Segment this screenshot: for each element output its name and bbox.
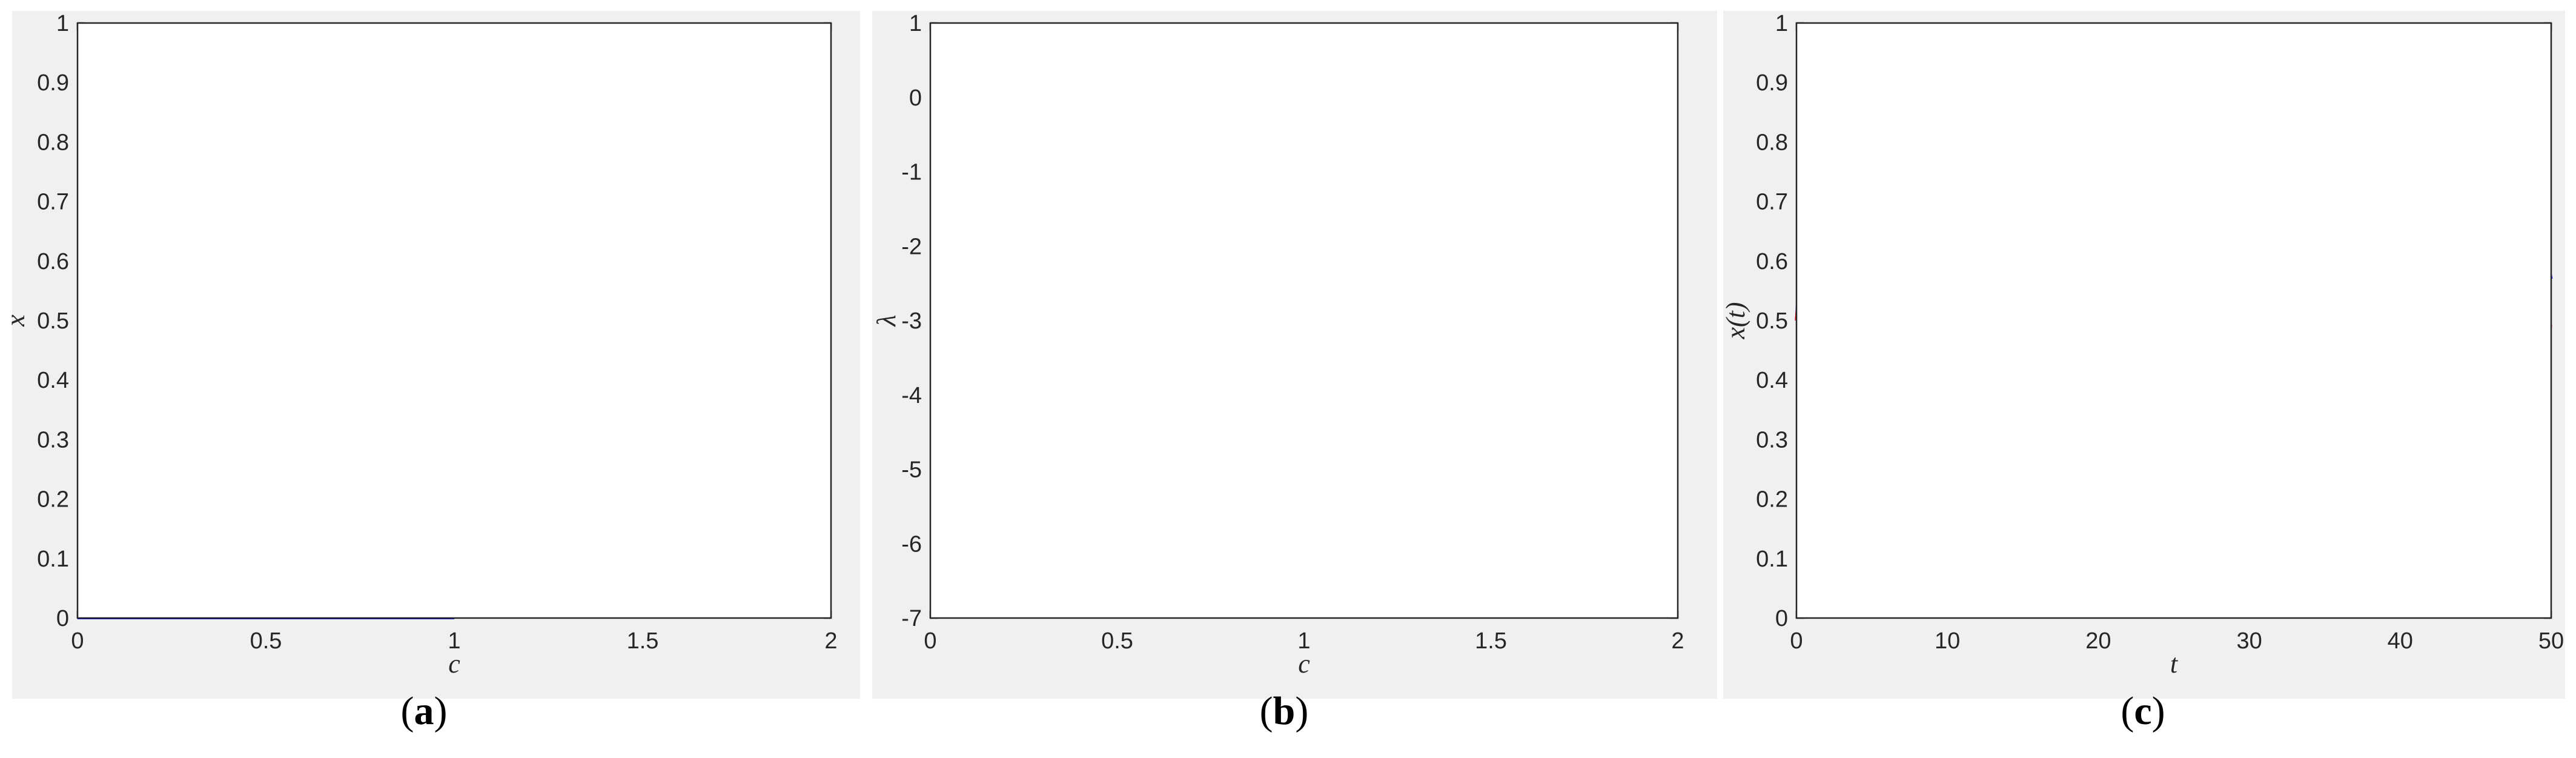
y-tick-label: 0.9 [37, 70, 69, 96]
y-tick-label: 0 [56, 606, 69, 631]
panel-caption: (c) [2121, 689, 2165, 733]
y-tick-label: 0.3 [1756, 427, 1788, 453]
y-tick-label: 0.6 [1756, 249, 1788, 274]
y-tick-label: 0.4 [37, 368, 69, 393]
panel-a: 0 0.5 1 1.5 200.10.20.30.40.50.60.70.80.91cx… [1, 11, 860, 733]
x-axis-label: t [2170, 649, 2179, 679]
y-tick-label: 0.9 [1756, 70, 1788, 96]
x-tick-label: 10 [1935, 628, 1960, 654]
y-tick-label: 0.8 [1756, 130, 1788, 155]
y-tick-label: -6 [901, 531, 922, 557]
caption-part: b [1273, 689, 1296, 733]
x-tick-label: 2 [824, 628, 837, 654]
caption-part: a [414, 689, 434, 733]
caption-part: ) [434, 689, 448, 733]
y-tick-label: 0.6 [37, 249, 69, 274]
y-axis-label: x(t) [1721, 302, 1750, 339]
x-tick-label: 0 [924, 628, 936, 654]
x-tick-label: 2 [1671, 628, 1684, 654]
y-tick-label: 0 [909, 85, 922, 111]
caption-part: ) [2152, 689, 2165, 733]
y-tick-label: 1 [1775, 11, 1788, 36]
x-tick-label: 50 [2538, 628, 2564, 654]
y-tick-label: 1 [909, 11, 922, 36]
y-tick-label: 0.1 [37, 547, 69, 572]
axes-frame [76, 22, 832, 619]
x-tick-label: 40 [2388, 628, 2413, 654]
y-tick-label: 0 [1775, 606, 1788, 631]
x-tick-label: 1 [1297, 628, 1310, 654]
axes-frame [929, 22, 1679, 619]
y-tick-label: -1 [901, 160, 922, 185]
y-tick-label: -4 [901, 383, 922, 408]
axes-frame [1795, 22, 2552, 619]
x-tick-label: 1.5 [1475, 628, 1507, 654]
y-tick-label: 1 [56, 11, 69, 36]
caption-part: c [2134, 689, 2151, 733]
x-axis-label: c [1298, 649, 1310, 679]
panel-caption: (a) [401, 689, 448, 733]
y-axis-label: λ [872, 314, 901, 327]
y-tick-label: 0.7 [37, 190, 69, 215]
y-axis-label: x [1, 314, 30, 327]
x-axis-label: c [448, 649, 460, 679]
panel-c: 0 10 20 30 40 50 0 0.1 0.2 0.3 0.4 0.5 0.6 0.7 0.8 0.9 1… [1721, 11, 2565, 733]
caption-part: ( [1260, 689, 1273, 733]
x-tick-label: 20 [2085, 628, 2111, 654]
caption-part: ) [1295, 689, 1308, 733]
y-tick-label: 0.2 [37, 487, 69, 513]
caption-part: ( [401, 689, 414, 733]
x-tick-label: 0 [1790, 628, 1803, 654]
y-tick-label: -2 [901, 234, 922, 259]
y-tick-label: 0.3 [37, 427, 69, 453]
y-tick-label: -5 [901, 457, 922, 483]
y-tick-label: 0.8 [37, 130, 69, 155]
y-tick-label: 0.5 [37, 308, 69, 334]
x-tick-label: 30 [2236, 628, 2262, 654]
y-tick-label: 0.2 [1756, 487, 1788, 513]
x-tick-label: 0.5 [1101, 628, 1133, 654]
panel-caption: (b) [1260, 689, 1309, 733]
x-tick-label: 0.5 [250, 628, 282, 654]
caption-part: ( [2121, 689, 2134, 733]
x-tick-label: 1.5 [627, 628, 659, 654]
y-tick-label: 0.4 [1756, 368, 1788, 393]
y-tick-label: 0.5 [1756, 308, 1788, 334]
x-tick-label: 0 [71, 628, 84, 654]
y-tick-label: 0.7 [1756, 190, 1788, 215]
y-tick-label: -7 [901, 606, 922, 631]
y-tick-label: -3 [901, 308, 922, 334]
y-tick-label: 0.1 [1756, 547, 1788, 572]
panel-b: 00.511.52-7-6-5-4-3-2-101λ(c)Stability t… [872, 11, 1717, 733]
x-tick-label: 1 [448, 628, 460, 654]
